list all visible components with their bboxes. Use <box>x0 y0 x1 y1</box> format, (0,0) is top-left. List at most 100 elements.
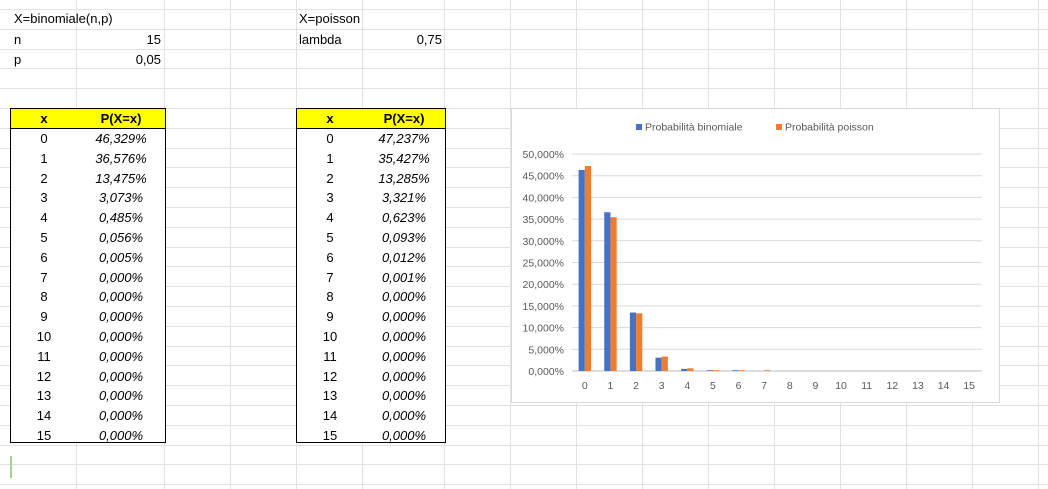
bar <box>706 370 713 371</box>
grid-row-line <box>0 405 1048 406</box>
table-row: 3 3,321% <box>297 188 445 208</box>
probability-chart[interactable]: 0,000% 5,000% 10,000% 15,000% 20,000% 25,000%… <box>511 108 1000 403</box>
header-p[interactable]: P(X=x) <box>100 111 142 126</box>
probability-cell[interactable]: 47,237% <box>378 131 430 146</box>
x-value-cell[interactable]: 5 <box>326 230 334 245</box>
x-value-cell[interactable]: 8 <box>40 289 48 305</box>
table-row: 11 0,000% <box>297 347 445 367</box>
probability-cell[interactable]: 0,056% <box>98 230 144 245</box>
probability-cell[interactable]: 0,000% <box>381 388 427 404</box>
table-row: 8 0,000% <box>11 287 165 307</box>
probability-cell[interactable]: 0,000% <box>381 408 427 424</box>
probability-cell[interactable]: 0,000% <box>98 289 144 305</box>
table-row: 3 3,073% <box>11 188 165 208</box>
bar <box>629 312 637 371</box>
x-value-cell[interactable]: 0 <box>40 131 48 146</box>
probability-cell[interactable]: 0,000% <box>98 329 144 344</box>
x-value-cell[interactable]: 13 <box>322 388 338 404</box>
probability-cell[interactable]: 13,285% <box>378 170 430 186</box>
probability-cell[interactable]: 0,000% <box>98 309 144 325</box>
x-tick-label: 0 <box>582 380 588 392</box>
header-p[interactable]: P(X=x) <box>383 111 425 126</box>
probability-cell[interactable]: 0,000% <box>381 289 427 305</box>
x-value-cell[interactable]: 5 <box>40 230 48 245</box>
x-tick-label: 1 <box>608 380 614 392</box>
x-value-cell[interactable]: 15 <box>36 428 52 443</box>
probability-cell[interactable]: 0,000% <box>98 269 144 285</box>
x-value-cell[interactable]: 8 <box>326 289 334 305</box>
bar <box>655 357 662 371</box>
grid-row-line <box>0 445 1048 446</box>
x-value-cell[interactable]: 10 <box>36 329 52 344</box>
probability-cell[interactable]: 0,485% <box>98 210 144 226</box>
probability-cell[interactable]: 0,000% <box>98 368 144 384</box>
x-value-cell[interactable]: 13 <box>36 388 52 404</box>
x-value-cell[interactable]: 3 <box>40 190 48 206</box>
header-x[interactable]: x <box>326 111 334 126</box>
probability-cell[interactable]: 36,576% <box>95 150 147 166</box>
binomial-title[interactable]: X=binomiale(n,p) <box>14 11 113 26</box>
probability-cell[interactable]: 0,000% <box>98 428 144 443</box>
x-value-cell[interactable]: 7 <box>326 269 334 285</box>
bar <box>604 212 611 371</box>
probability-cell[interactable]: 46,329% <box>95 131 147 146</box>
x-tick-label: 3 <box>659 380 665 392</box>
probability-cell[interactable]: 0,000% <box>98 348 144 364</box>
n-label[interactable]: n <box>14 32 22 47</box>
probability-cell[interactable]: 0,000% <box>381 428 427 443</box>
x-value-cell[interactable]: 4 <box>40 210 48 226</box>
x-value-cell[interactable]: 14 <box>322 408 338 424</box>
x-value-cell[interactable]: 11 <box>323 348 337 364</box>
x-value-cell[interactable]: 12 <box>36 368 52 384</box>
bar-chart-svg: 0,000% 5,000% 10,000% 15,000% 20,000% 25,000%… <box>523 122 982 392</box>
x-value-cell[interactable]: 9 <box>326 309 334 325</box>
probability-cell[interactable]: 0,000% <box>98 408 144 424</box>
probability-cell[interactable]: 0,012% <box>381 249 427 265</box>
x-value-cell[interactable]: 6 <box>40 249 48 265</box>
lambda-label[interactable]: lambda <box>299 32 342 47</box>
header-x[interactable]: x <box>40 111 48 126</box>
x-tick-label: 11 <box>861 380 872 392</box>
x-tick-label: 5 <box>710 380 716 392</box>
table-row: 1 36,576% <box>11 149 165 169</box>
x-value-cell[interactable]: 1 <box>40 150 48 166</box>
x-value-cell[interactable]: 0 <box>326 131 334 146</box>
x-value-cell[interactable]: 15 <box>322 428 338 443</box>
x-value-cell[interactable]: 1 <box>326 150 334 166</box>
x-value-cell[interactable]: 4 <box>326 210 334 226</box>
table-row: 2 13,285% <box>297 169 445 189</box>
x-value-cell[interactable]: 7 <box>40 269 48 285</box>
x-value-cell[interactable]: 6 <box>326 249 334 265</box>
probability-cell[interactable]: 0,093% <box>381 230 427 245</box>
poisson-title[interactable]: X=poisson <box>299 11 361 26</box>
x-value-cell[interactable]: 2 <box>326 170 334 186</box>
probability-cell[interactable]: 0,000% <box>98 388 144 404</box>
probability-cell[interactable]: 0,000% <box>381 368 427 384</box>
p-label[interactable]: p <box>14 52 22 67</box>
probability-cell[interactable]: 0,000% <box>381 348 427 364</box>
probability-cell[interactable]: 0,000% <box>381 329 427 344</box>
y-tick-label: 25,000% <box>523 258 564 270</box>
probability-cell[interactable]: 0,001% <box>381 269 427 285</box>
x-value-cell[interactable]: 10 <box>322 329 338 344</box>
x-value-cell[interactable]: 3 <box>326 190 334 206</box>
p-value[interactable]: 0,05 <box>135 52 161 67</box>
grid-row-line <box>0 484 1048 485</box>
probability-cell[interactable]: 0,005% <box>98 249 144 265</box>
lambda-value[interactable]: 0,75 <box>416 32 442 47</box>
probability-cell[interactable]: 0,623% <box>381 210 427 226</box>
table-row: 13 0,000% <box>11 386 165 406</box>
x-value-cell[interactable]: 2 <box>40 170 48 186</box>
x-value-cell[interactable]: 12 <box>322 368 338 384</box>
x-value-cell[interactable]: 11 <box>37 348 51 364</box>
x-value-cell[interactable]: 14 <box>36 408 52 424</box>
bar <box>738 370 745 371</box>
probability-cell[interactable]: 13,475% <box>95 170 147 186</box>
n-value[interactable]: 15 <box>146 32 161 47</box>
probability-cell[interactable]: 0,000% <box>381 309 427 325</box>
x-value-cell[interactable]: 9 <box>40 309 48 325</box>
probability-cell[interactable]: 35,427% <box>378 150 430 166</box>
x-tick-label: 4 <box>684 380 690 392</box>
probability-cell[interactable]: 3,321% <box>381 190 427 206</box>
probability-cell[interactable]: 3,073% <box>98 190 144 206</box>
